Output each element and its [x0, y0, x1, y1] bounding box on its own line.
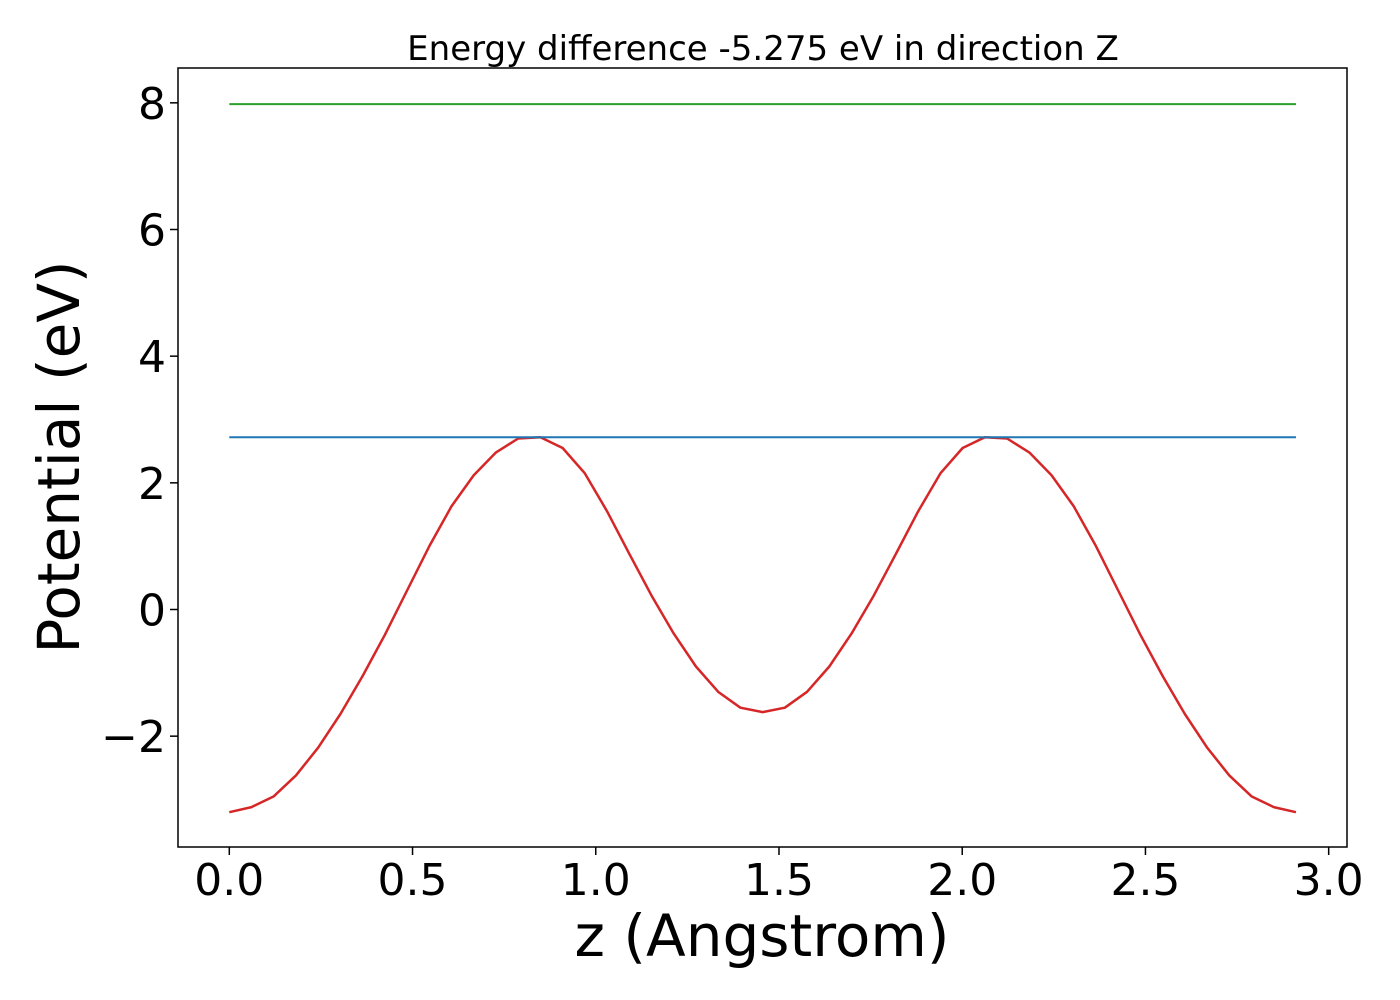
y-tick-label: 6 — [138, 206, 166, 257]
x-tick-label: 2.5 — [1110, 855, 1180, 906]
y-tick-label: 0 — [138, 586, 166, 637]
y-axis-label: Potential (eV) — [25, 260, 93, 653]
x-tick-label: 2.0 — [927, 855, 997, 906]
x-tick-label: 0.0 — [194, 855, 264, 906]
x-tick-label: 0.5 — [378, 855, 448, 906]
y-tick-label: 8 — [138, 79, 166, 130]
x-tick-label: 3.0 — [1294, 855, 1364, 906]
x-tick-label: 1.5 — [744, 855, 814, 906]
y-tick-label: 2 — [138, 459, 166, 510]
series-line-0 — [229, 435, 1297, 814]
y-tick-label: −2 — [101, 712, 166, 763]
y-tick-label: 4 — [138, 332, 166, 383]
series-group — [229, 103, 1297, 814]
plot-frame — [177, 67, 1348, 848]
y-ticks: −2 0 2 4 6 8 — [101, 79, 178, 763]
x-tick-label: 1.0 — [561, 855, 631, 906]
chart-title: Energy difference -5.275 eV in direction… — [407, 29, 1119, 69]
x-axis-label: z (Angstrom) — [575, 902, 950, 970]
x-ticks: 0.0 0.5 1.0 1.5 2.0 2.5 3.0 — [194, 847, 1364, 906]
